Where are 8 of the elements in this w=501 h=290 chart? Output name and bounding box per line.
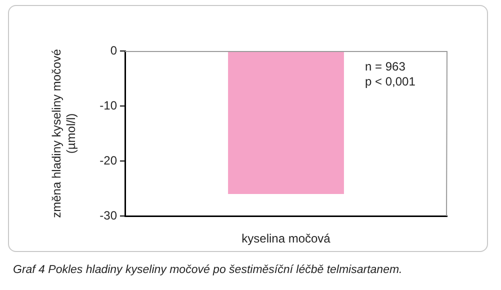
y-tick-label: -10	[100, 98, 118, 112]
annotation: n = 963 p < 0,001	[365, 59, 416, 88]
y-tick-label: 0	[110, 43, 118, 58]
y-tick-label: -30	[100, 208, 118, 222]
y-tick-label: -20	[100, 153, 118, 168]
x-tick-label: kyselina močová	[242, 232, 331, 246]
text: Graf 4 Pokles hladiny kyseliny močové po šestiměsíční léčbě telmisartanem.	[13, 264, 402, 276]
y-axis-title: změna hladiny kyseliny močové (µmol/l)	[50, 48, 78, 218]
